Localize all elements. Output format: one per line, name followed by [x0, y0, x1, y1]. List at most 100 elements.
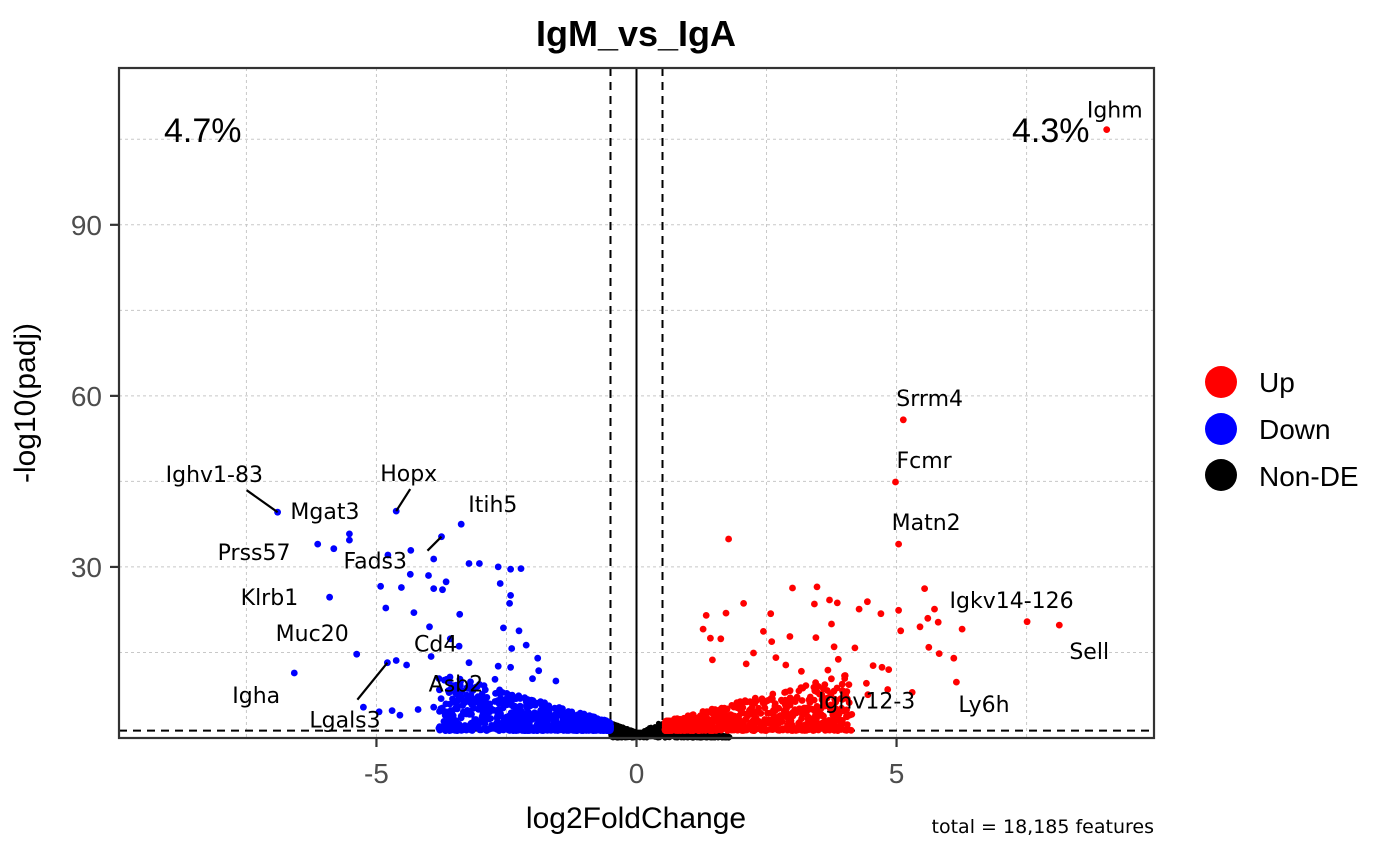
gene-label: Sell: [1069, 640, 1109, 665]
point-up: [884, 686, 892, 693]
point-ighv12-3: [864, 691, 872, 699]
point-down: [568, 708, 576, 716]
point-up: [760, 628, 767, 635]
point-down: [495, 712, 503, 720]
point-down: [480, 707, 487, 715]
point-up: [748, 709, 755, 717]
point-up: [834, 655, 842, 663]
point-down: [516, 695, 524, 702]
point-down: [560, 711, 568, 719]
point-down: [481, 713, 489, 721]
point-sell: [1055, 621, 1063, 629]
point-up: [708, 725, 715, 733]
point-nonde: [614, 722, 620, 729]
label-connector: [395, 488, 412, 512]
point-klrb1: [326, 593, 333, 601]
point-up: [811, 713, 819, 721]
point-up: [921, 585, 928, 592]
y-tick-label: 90: [71, 210, 102, 241]
point-up: [833, 684, 841, 692]
point-up: [869, 662, 877, 669]
point-up: [842, 692, 849, 700]
point-down: [465, 659, 473, 667]
label-connector: [426, 535, 443, 552]
point-down: [467, 720, 475, 728]
point-up: [707, 634, 714, 642]
x-tick-label: 0: [629, 758, 645, 789]
point-down: [513, 706, 520, 713]
point-up: [736, 699, 744, 707]
gene-label: Srrm4: [896, 387, 963, 412]
point-down: [457, 714, 465, 722]
point-down: [475, 724, 483, 732]
point-up: [717, 724, 725, 732]
point-down: [507, 709, 515, 717]
point-up: [702, 612, 710, 619]
x-axis-title: log2FoldChange: [526, 802, 746, 835]
point-nonde: [648, 724, 654, 730]
point-down: [494, 662, 502, 670]
point-up: [812, 683, 819, 691]
point-down: [507, 592, 514, 599]
point-up: [820, 720, 827, 728]
threshold-lines: [119, 68, 1154, 738]
point-down: [360, 703, 367, 711]
point-up: [838, 680, 846, 688]
point-up: [828, 717, 835, 724]
gene-label: Cd4: [414, 632, 457, 657]
point-up: [863, 679, 870, 687]
point-up: [736, 718, 743, 725]
point-down: [435, 675, 443, 682]
x-tick-label: -5: [364, 758, 389, 789]
point-fcmr: [892, 478, 899, 486]
point-down: [496, 580, 504, 587]
point-up: [751, 716, 758, 723]
point-down: [463, 691, 471, 699]
point-up: [821, 702, 829, 710]
point-down: [507, 663, 514, 671]
gene-label: Matn2: [892, 511, 961, 536]
point-down: [384, 551, 392, 559]
point-down: [528, 716, 536, 723]
point-up: [925, 643, 933, 651]
point-down: [551, 720, 559, 728]
point-up: [742, 724, 749, 731]
point-nonde: [653, 727, 659, 733]
point-up: [808, 705, 816, 713]
up-percent-annotation: 4.3%: [1012, 112, 1090, 150]
point-up: [895, 606, 902, 614]
point-nonde: [657, 729, 664, 735]
point-up: [699, 625, 707, 633]
point-up: [722, 609, 730, 617]
point-down: [552, 709, 560, 717]
point-down: [517, 565, 525, 572]
point-up: [791, 698, 799, 705]
label-connector: [245, 489, 279, 514]
point-cd4: [427, 653, 435, 660]
points-layer: [274, 126, 1111, 741]
point-down: [601, 723, 609, 730]
point-down: [456, 610, 464, 618]
point-down: [544, 726, 551, 734]
point-up: [798, 697, 806, 704]
point-up: [855, 605, 863, 613]
point-down: [590, 720, 597, 728]
point-down: [466, 698, 473, 706]
gene-label: Hopx: [380, 462, 437, 487]
point-down: [515, 627, 523, 635]
point-up: [751, 700, 759, 707]
point-up: [798, 667, 805, 675]
point-up: [761, 726, 768, 734]
point-down: [500, 718, 507, 725]
point-down: [503, 723, 511, 731]
point-down: [510, 727, 517, 734]
point-down: [407, 547, 415, 554]
point-down: [489, 723, 497, 731]
point-down: [456, 675, 464, 683]
point-up: [709, 656, 716, 664]
label-connector: [356, 662, 389, 701]
point-down: [525, 700, 533, 708]
point-up: [833, 714, 841, 722]
point-down: [589, 727, 597, 734]
legend-key-down: [1205, 413, 1237, 445]
